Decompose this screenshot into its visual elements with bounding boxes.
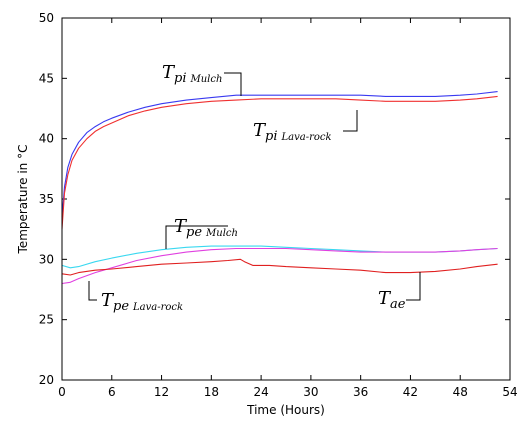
x-axis: 0 6 12 18 24 30 36 42 48 54 [58, 18, 518, 399]
annotation-label: Tpi Lava-rock [253, 120, 332, 144]
x-tick-label: 30 [303, 385, 318, 399]
annotation-label: Tpi Mulch [162, 62, 222, 86]
annotation-label: Tpe Lava-rock [101, 290, 183, 314]
x-tick-label: 0 [58, 385, 66, 399]
x-tick-label: 6 [108, 385, 116, 399]
x-tick-label: 54 [502, 385, 517, 399]
series-line-3 [61, 247, 498, 285]
y-axis: 20 25 30 35 40 45 50 [39, 11, 510, 387]
y-axis-title: Temperature in °C [16, 145, 30, 255]
annotation-leader [406, 272, 421, 301]
y-tick-label: 45 [39, 71, 54, 85]
x-tick-label: 18 [204, 385, 219, 399]
y-tick-label: 35 [39, 192, 54, 206]
x-tick-label: 36 [353, 385, 368, 399]
annotation-leader [343, 110, 358, 132]
annotation-leader [165, 225, 228, 249]
plot-frame [61, 17, 511, 381]
y-tick-label: 30 [39, 252, 54, 266]
annotation-leader [224, 72, 242, 96]
series-line-0 [61, 91, 498, 218]
series-layer [61, 91, 498, 285]
series-line-1 [61, 95, 498, 230]
y-tick-label: 20 [39, 373, 54, 387]
series-line-4 [61, 258, 498, 276]
x-tick-label: 12 [154, 385, 169, 399]
x-tick-label: 48 [453, 385, 468, 399]
annotation-label: Tae [378, 288, 406, 312]
annotation-label: Tpe Mulch [174, 216, 238, 240]
y-tick-label: 25 [39, 313, 54, 327]
x-axis-title: Time (Hours) [246, 403, 325, 417]
y-tick-label: 50 [39, 11, 54, 25]
x-tick-label: 42 [403, 385, 418, 399]
series-line-2 [61, 245, 498, 269]
y-tick-label: 40 [39, 132, 54, 146]
x-tick-label: 24 [253, 385, 268, 399]
annotation-leader [88, 281, 97, 301]
annotation-layer: Tpi Mulch Tpi Lava-rock Tpe Mulch Tpe Lava-rock… [88, 62, 421, 314]
